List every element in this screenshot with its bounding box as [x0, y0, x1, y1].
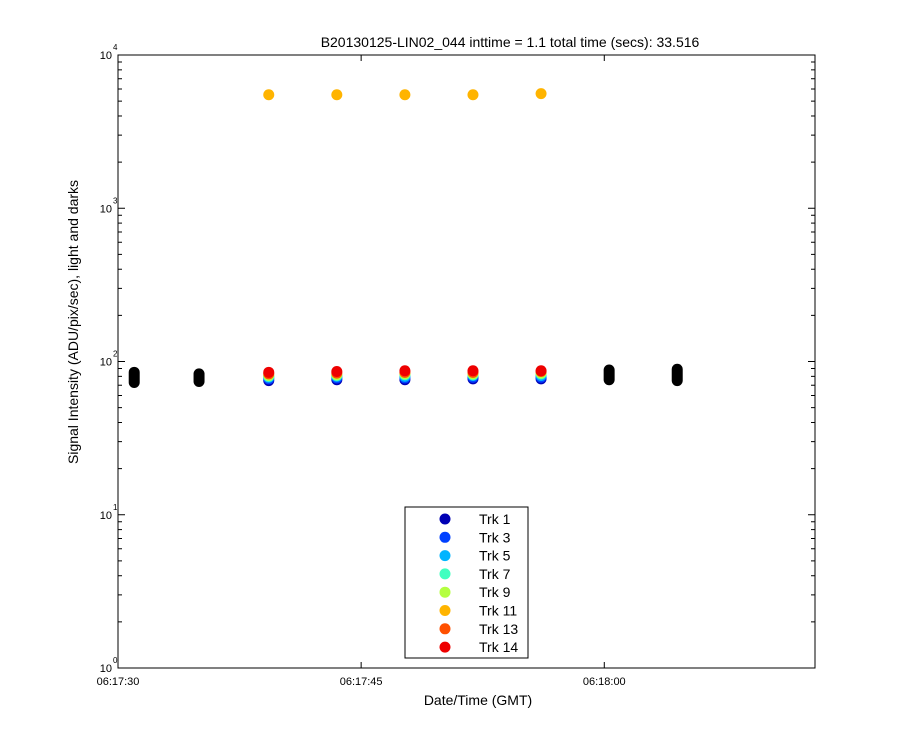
- data-point: [399, 89, 411, 101]
- x-tick-label: 06:18:00: [583, 676, 626, 688]
- data-point: [535, 365, 547, 377]
- legend-label: Trk 3: [479, 529, 511, 545]
- data-point: [399, 365, 411, 377]
- legend-marker: [439, 568, 451, 580]
- legend-marker: [439, 513, 451, 525]
- data-points: [263, 88, 547, 387]
- y-tick-label: 10: [100, 510, 112, 522]
- legend: Trk 1 Trk 3 Trk 5 Trk 7 Trk 9 Trk 11 Trk 13 Trk…: [404, 506, 529, 659]
- y-tick-label: 10: [100, 357, 112, 369]
- legend-label: Trk 7: [479, 566, 511, 582]
- y-tick-exponent: 0: [113, 656, 118, 665]
- data-point: [467, 89, 479, 101]
- legend-box: [404, 506, 529, 659]
- legend-marker: [439, 641, 451, 653]
- legend-label: Trk 9: [479, 584, 511, 600]
- legend-label: Trk 11: [479, 603, 517, 619]
- legend-marker: [439, 550, 451, 562]
- y-tick-exponent: 2: [113, 350, 118, 359]
- legend-label: Trk 1: [479, 511, 511, 527]
- y-tick-label: 10: [100, 50, 112, 62]
- x-tick-label: 06:17:45: [340, 676, 383, 688]
- dark-frames: [128, 363, 683, 388]
- y-axis-label: Signal Intensity (ADU/pix/sec), light an…: [65, 180, 81, 464]
- y-tick-exponent: 1: [113, 503, 118, 512]
- legend-label: Trk 13: [479, 621, 518, 637]
- legend-marker: [439, 623, 451, 635]
- x-axis-ticks: 06:17:30 06:17:45 06:18:00: [97, 55, 626, 688]
- data-point: [331, 366, 343, 378]
- legend-marker: [439, 605, 451, 616]
- legend-marker: [439, 586, 451, 598]
- x-axis-label: Date/Time (GMT): [424, 692, 532, 708]
- x-tick-label: 06:17:30: [97, 676, 140, 688]
- data-point: [263, 366, 275, 378]
- legend-label: Trk 5: [479, 548, 511, 564]
- y-tick-label: 10: [100, 663, 112, 675]
- y-tick-label: 10: [100, 203, 112, 215]
- legend-marker: [439, 531, 451, 543]
- data-point: [331, 89, 343, 101]
- y-tick-exponent: 4: [113, 43, 118, 52]
- data-point: [535, 88, 547, 100]
- legend-label: Trk 14: [479, 639, 518, 655]
- y-tick-exponent: 3: [113, 196, 118, 205]
- data-point: [263, 89, 275, 101]
- chart-title: B20130125-LIN02_044 inttime = 1.1 total …: [321, 34, 700, 50]
- data-point: [467, 365, 479, 377]
